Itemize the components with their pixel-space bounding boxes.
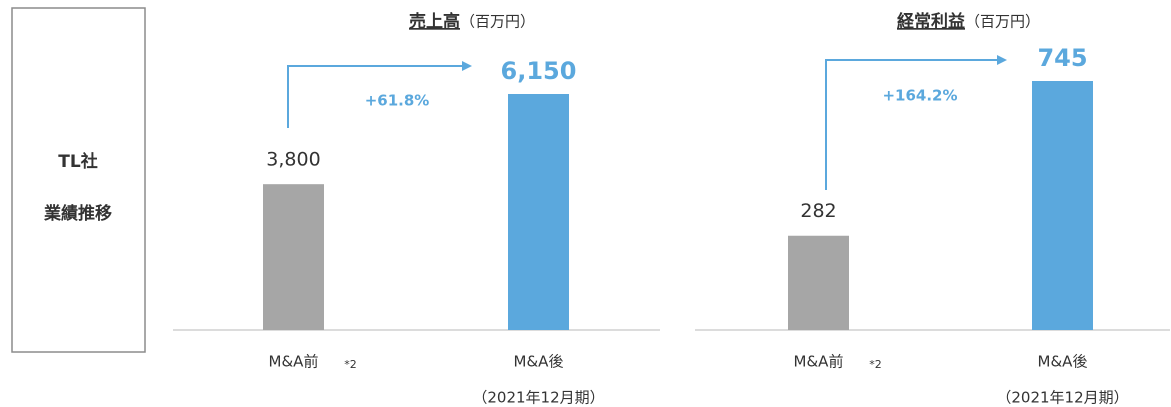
growth-label: +164.2%	[882, 87, 957, 105]
x-tick-label: M&A前	[794, 353, 844, 371]
value-label: 6,150	[501, 57, 577, 85]
growth-arrow	[825, 55, 1007, 190]
x-tick-label: M&A前	[269, 353, 319, 371]
category-note: *2	[869, 358, 882, 371]
x-tick-label: M&A後	[1038, 353, 1088, 371]
bar	[788, 235, 849, 330]
value-label: 282	[800, 200, 836, 222]
value-label: 3,800	[266, 149, 320, 171]
value-label: 745	[1037, 44, 1087, 72]
label-box	[11, 7, 146, 353]
chart-unit: （百万円）	[965, 13, 1040, 31]
category-note: （2021年12月期）	[472, 389, 604, 407]
chart-unit: （百万円）	[460, 13, 535, 31]
category-note: *2	[344, 358, 357, 371]
growth-label: +61.8%	[365, 92, 430, 110]
label-line: 業績推移	[44, 203, 112, 224]
growth-arrow	[287, 61, 472, 128]
bar	[1032, 81, 1093, 330]
category-note: （2021年12月期）	[996, 389, 1128, 407]
label-line: TL社	[58, 151, 97, 172]
chart-title: 売上高	[409, 11, 460, 32]
bar	[508, 94, 569, 330]
bar	[263, 184, 324, 330]
chart-title: 経常利益	[897, 11, 965, 32]
x-tick-label: M&A後	[514, 353, 564, 371]
